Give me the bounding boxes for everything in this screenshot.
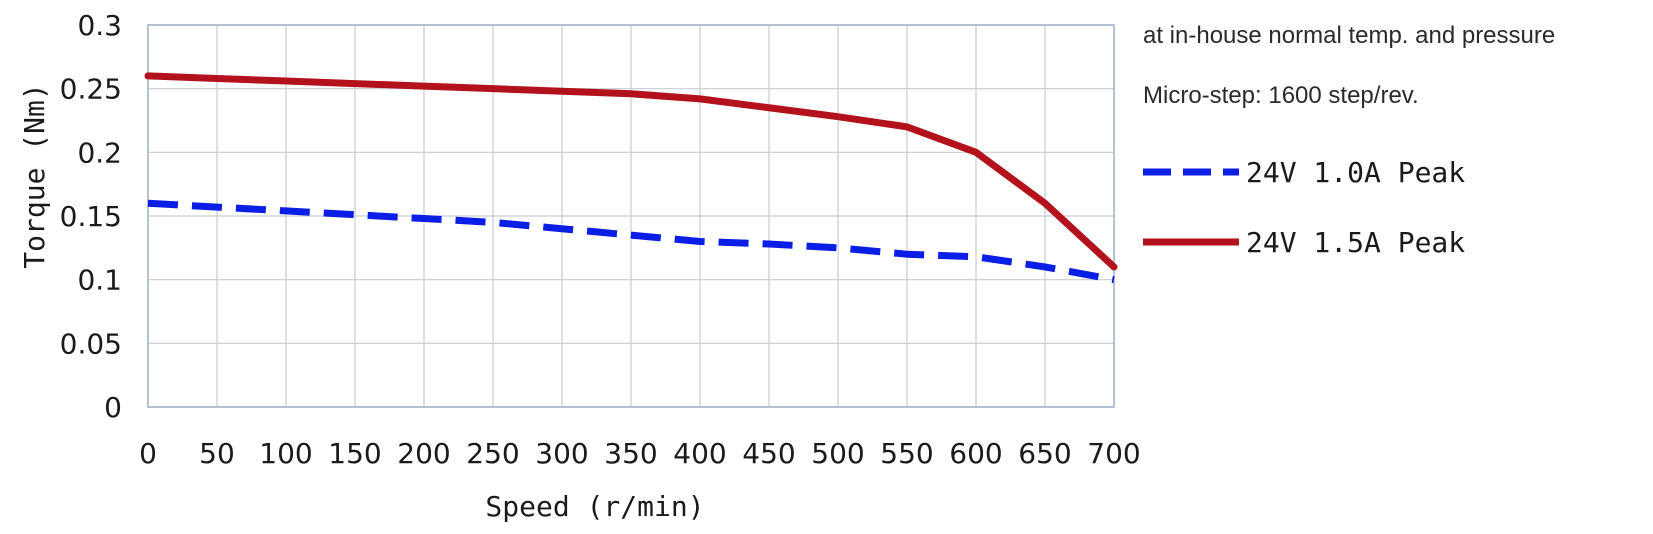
- x-tick-label: 650: [1018, 437, 1071, 470]
- condition-note: at in-house normal temp. and pressure: [1143, 22, 1555, 49]
- y-tick-label: 0.2: [77, 136, 122, 169]
- legend: 24V 1.0A Peak 24V 1.5A Peak: [1143, 156, 1465, 259]
- x-tick-label: 450: [742, 437, 795, 470]
- series-line-24v-1-5a: [144, 72, 1118, 271]
- plot-area-border: [147, 24, 1115, 408]
- x-tick-label: 200: [397, 437, 450, 470]
- series-layer: [144, 72, 1118, 284]
- x-tick-label: 0: [139, 437, 157, 470]
- legend-label: 24V 1.0A Peak: [1246, 156, 1465, 189]
- x-axis-tick-labels: 0 50 100 150 200 250 300 350 400 450 500 550 600 650 7…: [139, 437, 1141, 470]
- x-tick-label: 550: [880, 437, 933, 470]
- microstep-note: Micro-step: 1600 step/rev.: [1143, 82, 1419, 109]
- legend-label: 24V 1.5A Peak: [1246, 226, 1465, 259]
- x-tick-label: 300: [535, 437, 588, 470]
- x-tick-label: 600: [949, 437, 1002, 470]
- x-tick-label: 250: [466, 437, 519, 470]
- y-tick-label: 0.3: [77, 9, 122, 42]
- x-tick-label: 50: [199, 437, 235, 470]
- x-tick-label: 700: [1087, 437, 1140, 470]
- x-tick-label: 100: [259, 437, 312, 470]
- x-tick-label: 500: [811, 437, 864, 470]
- y-tick-label: 0.1: [77, 264, 122, 297]
- y-axis-title: Torque (Nm): [18, 83, 51, 268]
- x-tick-label: 350: [604, 437, 657, 470]
- x-tick-label: 150: [328, 437, 381, 470]
- y-tick-label: 0.25: [60, 73, 122, 106]
- y-axis-tick-labels: 0 0.05 0.1 0.15 0.2 0.25 0.3: [60, 9, 122, 424]
- y-tick-label: 0.15: [60, 200, 122, 233]
- y-tick-label: 0.05: [60, 327, 122, 360]
- y-tick-label: 0: [104, 391, 122, 424]
- x-tick-label: 400: [673, 437, 726, 470]
- x-axis-title: Speed (r/min): [485, 490, 704, 523]
- series-line-24v-1-0a: [147, 199, 1115, 284]
